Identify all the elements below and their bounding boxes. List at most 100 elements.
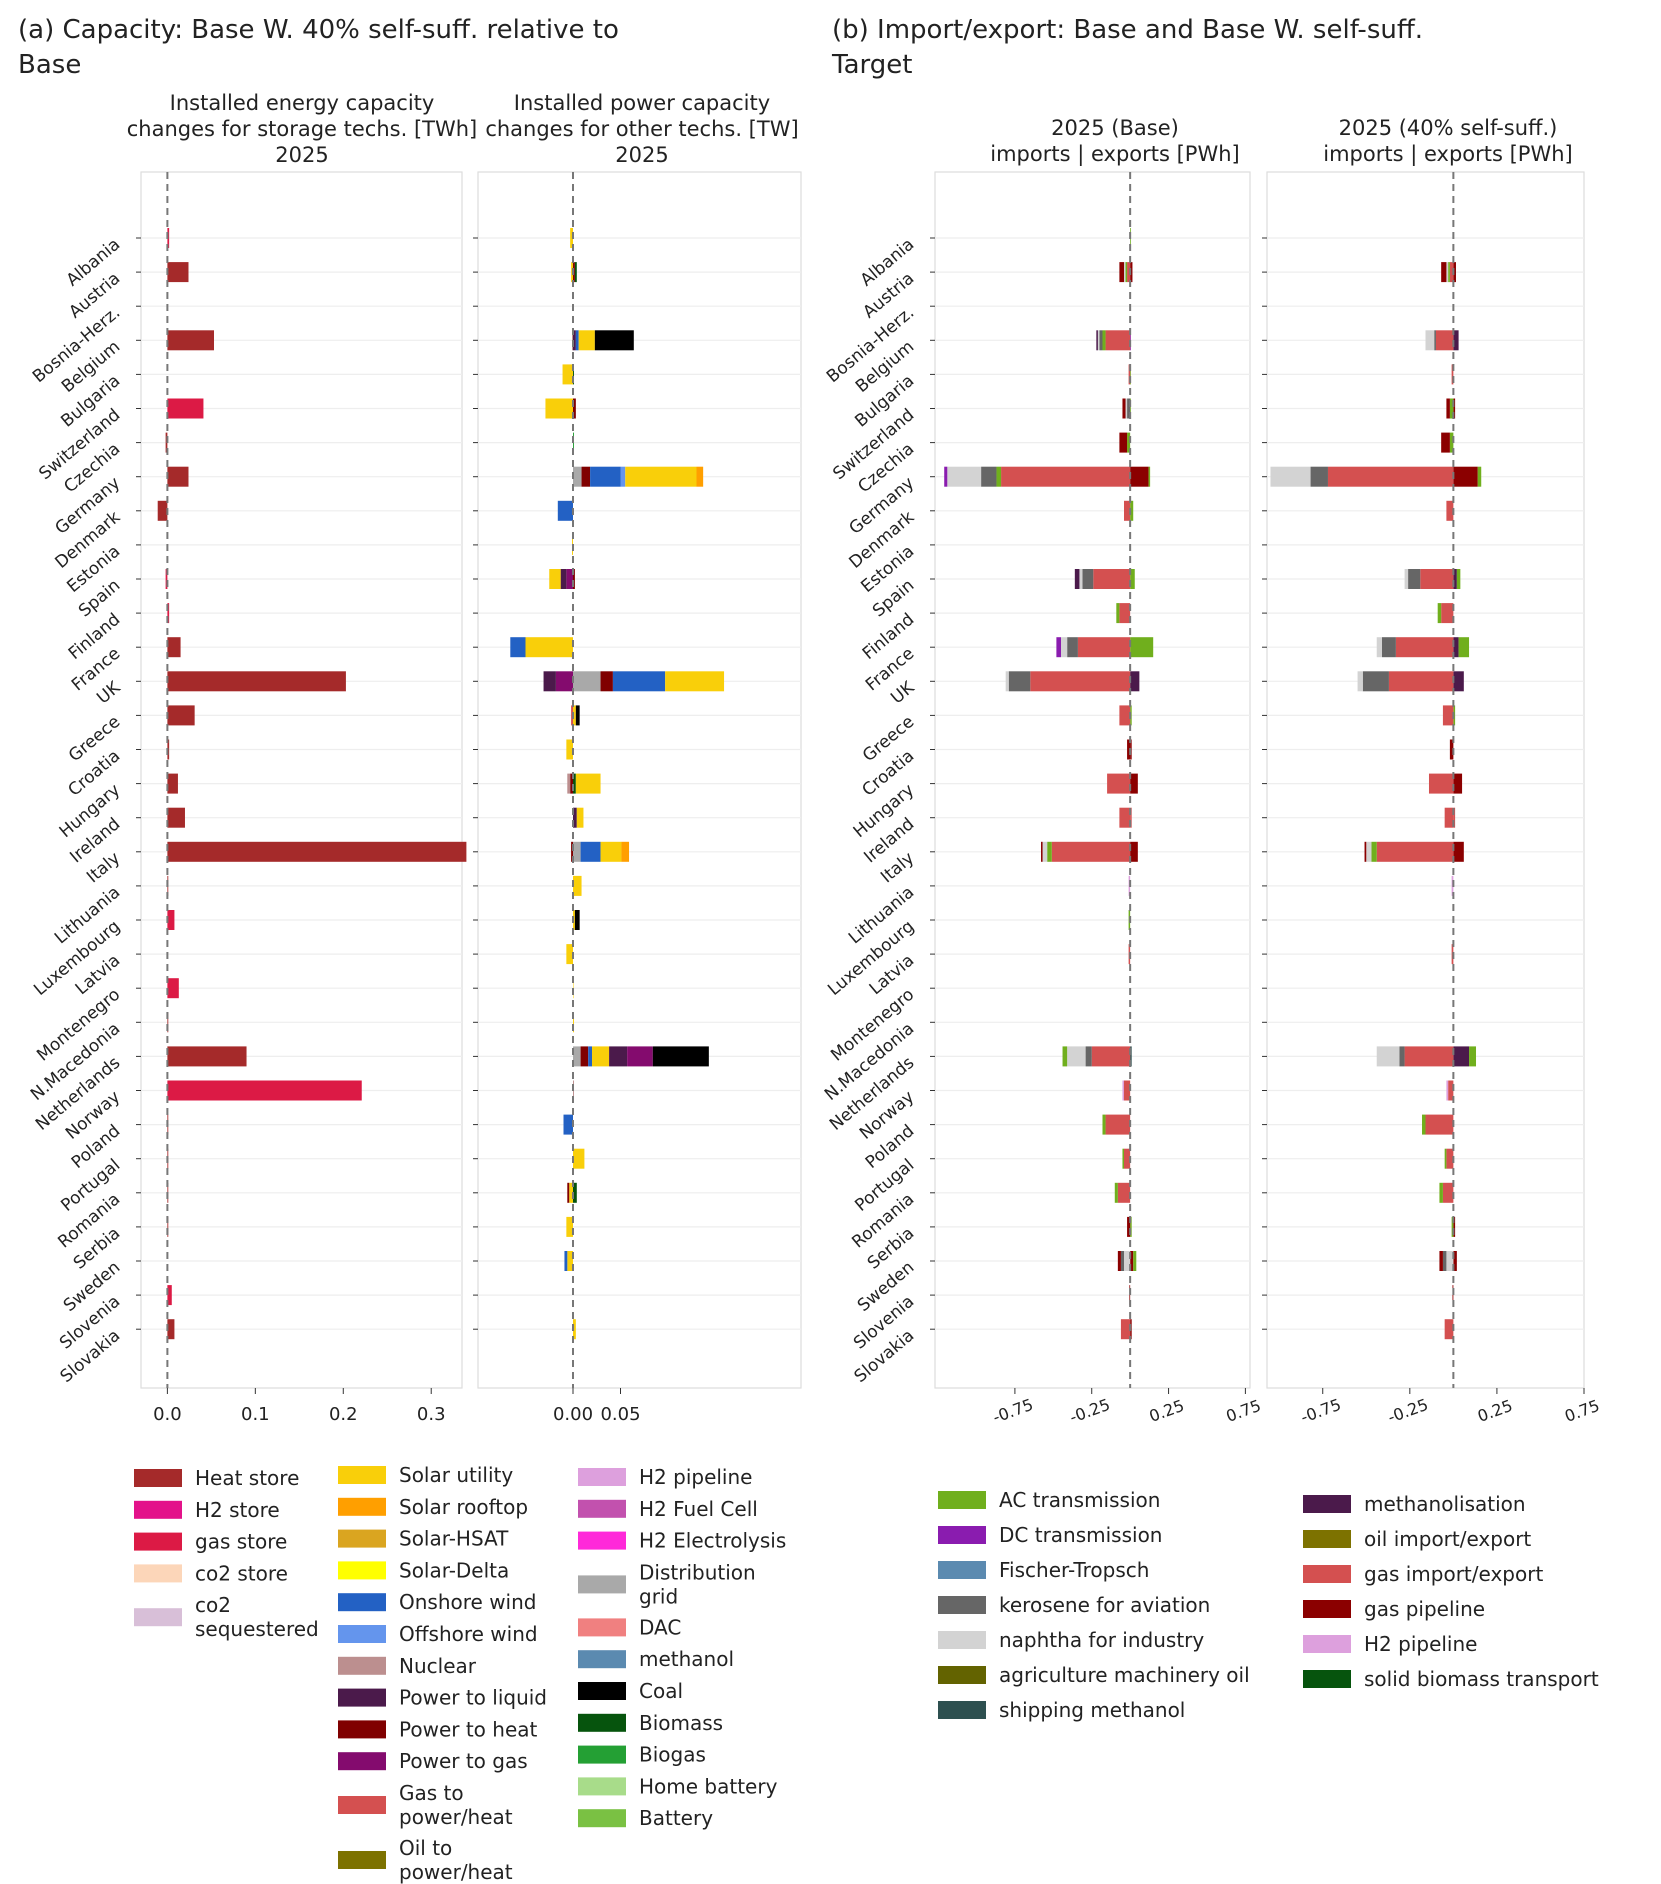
bar-sweden-gas-pipeline bbox=[1453, 1251, 1457, 1271]
legend-swatch bbox=[938, 1526, 986, 1544]
bar-netherlands-kerosene-for-aviation bbox=[1085, 1046, 1092, 1067]
legend-item-methanol: methanol bbox=[578, 1647, 734, 1671]
bar-germany-gas-import-export bbox=[1001, 466, 1131, 487]
bar-italy-gas-import-export bbox=[1376, 841, 1454, 862]
bar-italy-gas-pipeline bbox=[1130, 841, 1138, 862]
bar-switzerland-gas-pipeline bbox=[1122, 398, 1126, 419]
bar-portugal-solar-utility bbox=[573, 1148, 585, 1169]
legend-swatch bbox=[578, 1575, 626, 1594]
x-tick-label: 0.0 bbox=[153, 1404, 182, 1425]
bar-uk-kerosene-for-aviation bbox=[1362, 671, 1389, 692]
legend-label: Biogas bbox=[639, 1743, 706, 1767]
plot-area bbox=[1266, 171, 1585, 1389]
legend-swatch bbox=[938, 1701, 986, 1719]
bar-hungary-heat-store bbox=[167, 773, 178, 794]
bar-denmark-gas-import-export bbox=[1446, 500, 1454, 521]
legend-swatch bbox=[134, 1532, 182, 1551]
bar-slovenia-gas-pipeline bbox=[1129, 1285, 1131, 1306]
bar-bulgaria-solar-utility bbox=[562, 364, 573, 385]
bar-netherlands-gas-import-export bbox=[1091, 1046, 1131, 1067]
legend-label: gas import/export bbox=[1364, 1562, 1543, 1586]
bar-ireland-power-to-liquid bbox=[573, 807, 577, 828]
bar-greece-coal bbox=[575, 705, 580, 726]
legend-swatch bbox=[578, 1499, 626, 1518]
bar-poland-ac-transmission bbox=[1422, 1114, 1426, 1135]
legend-label: Solar-Delta bbox=[399, 1558, 509, 1582]
bar-latvia-solar-utility bbox=[566, 944, 573, 965]
bar-croatia-gas-pipeline bbox=[1449, 739, 1454, 760]
legend-item-heat-store: Heat store bbox=[134, 1466, 299, 1490]
legend-label: gas pipeline bbox=[1364, 1597, 1485, 1621]
chart-b2-title-2: imports | exports [PWh] bbox=[1323, 142, 1572, 167]
legend-label: DAC bbox=[639, 1615, 681, 1639]
bar-finland-ac-transmission bbox=[1437, 603, 1442, 624]
legend-label: Solar utility bbox=[399, 1463, 513, 1487]
bar-belgium-coal bbox=[594, 330, 634, 351]
bar-netherlands-power-to-gas bbox=[627, 1046, 653, 1067]
legend-swatch bbox=[578, 1777, 626, 1796]
bar-hungary-gas-import-export bbox=[1428, 773, 1454, 794]
legend-label: co2 bbox=[195, 1593, 231, 1617]
legend-swatch bbox=[134, 1469, 182, 1487]
legend-item-gas-pipeline: gas pipeline bbox=[1303, 1597, 1485, 1621]
legend-item-agriculture-machinery-oil: agriculture machinery oil bbox=[938, 1663, 1250, 1687]
legend-label: Solar-HSAT bbox=[399, 1527, 509, 1551]
panel-a-title-line1: (a) Capacity: Base W. 40% self-suff. rel… bbox=[18, 15, 619, 45]
legend-label: methanol bbox=[639, 1647, 734, 1671]
bar-slovakia-gas-import-export bbox=[1120, 1319, 1131, 1340]
bar-germany-ac-transmission bbox=[996, 466, 1002, 487]
bar-switzerland-gas-pipeline bbox=[1446, 398, 1450, 419]
bar-portugal-ac-transmission bbox=[1122, 1148, 1124, 1169]
legend-label: H2 pipeline bbox=[1364, 1632, 1477, 1656]
bar-sweden-gas-pipeline bbox=[1130, 1251, 1134, 1271]
bar-belgium-naphtha-for-industry bbox=[1425, 330, 1435, 351]
legend-label: gas store bbox=[195, 1530, 287, 1554]
legend-swatch bbox=[578, 1650, 626, 1669]
bar-austria-biomass bbox=[574, 262, 577, 283]
bar-uk-power-to-heat bbox=[600, 671, 613, 692]
legend-label: agriculture machinery oil bbox=[999, 1663, 1250, 1687]
bar-portugal-ac-transmission bbox=[1444, 1148, 1447, 1169]
bar-norway-h2-pipeline bbox=[1446, 1080, 1449, 1101]
legend-swatch bbox=[134, 1564, 182, 1583]
bar-sweden-solar-utility bbox=[567, 1251, 573, 1271]
bar-poland-onshore-wind bbox=[563, 1114, 573, 1135]
bar-belgium-methanolisation bbox=[1453, 330, 1459, 351]
bar-norway-gas-import-export bbox=[1448, 1080, 1454, 1101]
bar-poland-gas-import-export bbox=[1425, 1114, 1454, 1135]
legend-label: Fischer-Tropsch bbox=[999, 1558, 1149, 1582]
bar-italy-heat-store bbox=[167, 841, 467, 862]
legend-swatch bbox=[938, 1491, 986, 1509]
bar-romania-gas-import-export bbox=[1117, 1182, 1131, 1203]
bar-hungary-power-to-heat bbox=[570, 773, 573, 794]
bar-uk-heat-store bbox=[167, 671, 346, 692]
bar-uk-solar-utility bbox=[665, 671, 725, 692]
legend-label: power/heat bbox=[399, 1805, 513, 1829]
legend-swatch bbox=[578, 1745, 626, 1764]
legend-label: Biomass bbox=[639, 1711, 723, 1735]
bar-germany-naphtha-for-industry bbox=[947, 466, 982, 487]
bar-spain-ac-transmission bbox=[1130, 569, 1135, 589]
legend-item-home-battery: Home battery bbox=[578, 1774, 778, 1798]
legend-item-dac: DAC bbox=[578, 1615, 681, 1639]
bar-netherlands-heat-store bbox=[167, 1046, 247, 1067]
bar-uk-power-to-gas bbox=[555, 671, 573, 692]
x-tick-label: 0.75 bbox=[1224, 1396, 1264, 1426]
legend-label: Coal bbox=[639, 1679, 683, 1703]
bar-netherlands-onshore-wind bbox=[588, 1046, 592, 1067]
bar-portugal-gas-import-export bbox=[1446, 1148, 1454, 1169]
legend-item-methanolisation: methanolisation bbox=[1303, 1492, 1526, 1516]
bar-serbia-ac-transmission bbox=[1451, 1216, 1454, 1237]
bar-poland-gas-import-export bbox=[1105, 1114, 1131, 1135]
bar-hungary-gas-pipeline bbox=[1130, 773, 1138, 794]
bar-netherlands-naphtha-for-industry bbox=[1376, 1046, 1400, 1067]
legend-item-coal: Coal bbox=[578, 1679, 683, 1703]
legend-swatch bbox=[938, 1666, 986, 1684]
legend-item-nuclear: Nuclear bbox=[338, 1654, 477, 1678]
legend-item-co2-store: co2 store bbox=[134, 1561, 288, 1585]
bar-hungary-biomass bbox=[573, 773, 576, 794]
legend-swatch bbox=[578, 1531, 626, 1550]
bar-denmark-ac-transmission bbox=[1130, 500, 1134, 521]
x-tick-label: 0.1 bbox=[241, 1404, 270, 1425]
bar-lithuania-solar-utility bbox=[573, 875, 582, 896]
